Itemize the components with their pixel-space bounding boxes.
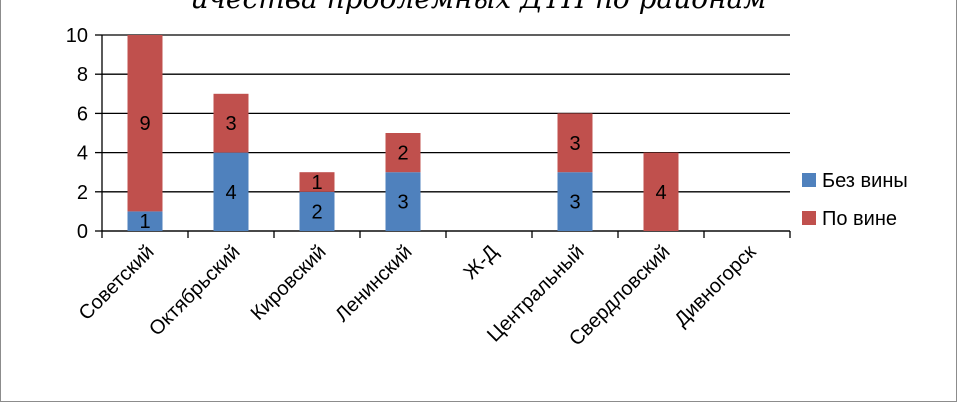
data-label: 3 (569, 192, 580, 214)
bar-segment (299, 172, 335, 192)
bar-segment (213, 93, 249, 153)
bar-segment (127, 35, 163, 212)
y-tick-label: 0 (77, 221, 88, 243)
x-category-label: Советский (75, 241, 159, 325)
data-label: 1 (311, 172, 322, 194)
data-label: 3 (225, 113, 236, 135)
bar-segment (643, 152, 679, 231)
legend-swatch (802, 211, 816, 225)
bar-segment (557, 172, 593, 231)
data-label: 1 (139, 211, 150, 233)
x-category-label: Кировский (247, 241, 331, 325)
chart-title: ичества проблемных ДТП по районам (0, 0, 957, 15)
data-label: 2 (311, 201, 322, 223)
data-label: 4 (225, 182, 236, 204)
y-tick-label: 2 (77, 182, 88, 204)
data-label: 2 (397, 143, 408, 165)
bar-segment (385, 133, 421, 173)
y-tick-label: 10 (66, 25, 88, 47)
y-tick-label: 6 (77, 103, 88, 125)
x-category-label: Ж-Д (460, 241, 503, 284)
legend-label: Без вины (822, 170, 908, 192)
x-category-label: Дивногорск (670, 241, 760, 331)
bar-segment (127, 211, 163, 231)
data-label: 4 (655, 182, 666, 204)
legend-swatch (802, 173, 816, 187)
bar-segment (557, 113, 593, 173)
x-category-label: Ленинский (331, 241, 416, 326)
bar-segment (213, 152, 249, 231)
x-category-label: Октябрьский (145, 241, 244, 340)
data-label: 3 (397, 192, 408, 214)
data-label: 9 (139, 113, 150, 135)
legend-label: По вине (822, 208, 897, 230)
y-tick-label: 4 (77, 143, 88, 165)
bar-segment (385, 172, 421, 231)
bar-segment (299, 191, 335, 231)
y-tick-label: 8 (77, 64, 88, 86)
data-label: 3 (569, 133, 580, 155)
